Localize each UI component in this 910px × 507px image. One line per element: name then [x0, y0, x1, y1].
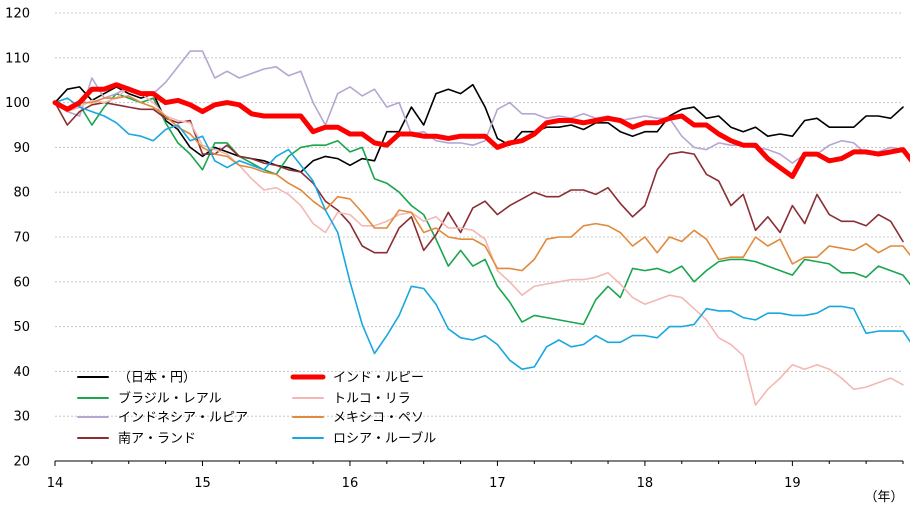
series-line-2 [54, 92, 910, 326]
x-unit-label: （年） [864, 490, 903, 505]
legend-label: メキシコ・ペソ [333, 411, 424, 426]
axes: 20 30 40 50 60 70 80 90 100 110 120 14 15 16 17 18 19 （年） [5, 7, 903, 506]
y-tick-label: 80 [13, 186, 30, 201]
x-tick-label: 15 [194, 476, 211, 491]
legend-label: インド・ルピー [333, 371, 424, 386]
series-lines [52, 50, 910, 406]
x-tick-label: 16 [342, 476, 359, 491]
series-line-7 [54, 95, 910, 272]
y-tick-label: 40 [13, 365, 30, 380]
series-line-3 [54, 50, 910, 164]
legend-label: （日本・円） [118, 371, 196, 386]
y-tick-label: 110 [5, 51, 30, 66]
x-tick-label: 14 [47, 476, 64, 491]
x-tick-label: 19 [784, 476, 801, 491]
y-tick-label: 30 [13, 410, 30, 425]
y-tick-label: 70 [13, 231, 30, 246]
legend-label: インドネシア・ルピア [118, 411, 248, 426]
legend-label: トルコ・リラ [333, 392, 411, 407]
series-line-6 [54, 86, 904, 406]
series-line-5 [52, 82, 910, 179]
x-tick-label: 17 [489, 476, 506, 491]
legend-label: 南ア・ランド [118, 431, 196, 447]
series-line-4 [54, 101, 904, 254]
gridlines [55, 12, 903, 417]
legend-label: ブラジル・レアル [118, 391, 222, 407]
y-tick-label: 90 [13, 141, 30, 156]
y-tick-label: 100 [5, 96, 30, 111]
y-tick-label: 60 [13, 275, 30, 290]
x-tick-label: 18 [637, 476, 654, 491]
y-tick-label: 120 [5, 7, 30, 22]
y-tick-label: 20 [13, 455, 30, 470]
series-line-8 [54, 97, 910, 371]
series-line-1 [54, 83, 904, 173]
y-tick-label: 50 [13, 320, 30, 335]
legend-label: ロシア・ルーブル [333, 431, 436, 447]
